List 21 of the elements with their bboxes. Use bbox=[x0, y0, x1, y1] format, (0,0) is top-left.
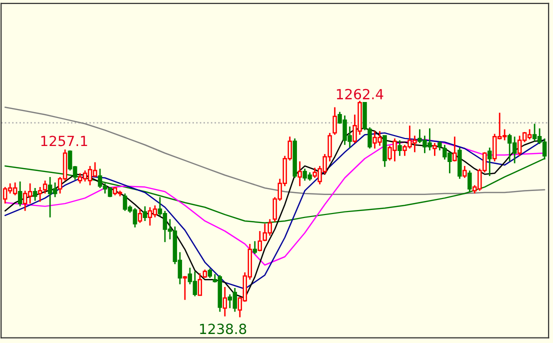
candlestick bbox=[488, 146, 492, 177]
text: 1238.8 bbox=[200, 324, 246, 334]
candlestick bbox=[208, 268, 212, 279]
candlestick bbox=[252, 240, 257, 255]
candlestick bbox=[438, 140, 442, 152]
candlestick bbox=[298, 160, 302, 187]
candlestick bbox=[182, 275, 188, 301]
candlestick bbox=[18, 180, 22, 208]
text: 1262.4 bbox=[336, 88, 384, 100]
candlestick bbox=[332, 106, 337, 136]
candlestick bbox=[198, 272, 202, 296]
candlestick bbox=[138, 208, 142, 224]
candlestick bbox=[452, 136, 457, 162]
candlestick bbox=[398, 140, 402, 157]
candlestick bbox=[432, 142, 437, 157]
candlestick bbox=[32, 187, 38, 202]
candlestick bbox=[468, 170, 472, 192]
annotation: 1257.1 bbox=[41, 136, 88, 146]
candlestick bbox=[462, 165, 467, 179]
candlestick bbox=[222, 286, 228, 318]
candlestick bbox=[142, 206, 148, 222]
